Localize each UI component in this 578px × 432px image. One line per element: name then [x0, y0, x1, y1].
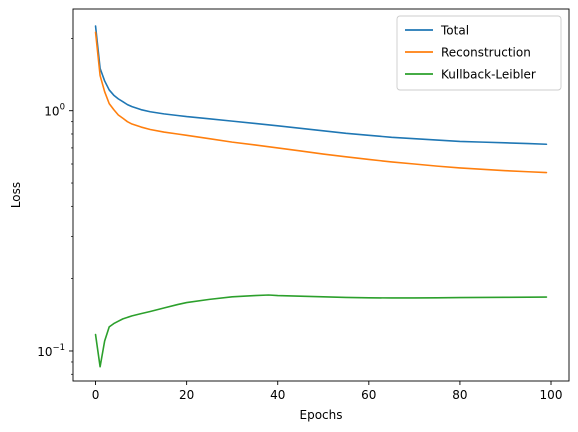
x-tick-label: 0: [92, 388, 100, 402]
y-tick-label: 100: [44, 103, 65, 119]
legend-label-kullback-leibler: Kullback-Leibler: [441, 68, 536, 82]
x-tick-label: 40: [270, 388, 285, 402]
series-group: [94, 25, 548, 368]
legend: Total Reconstruction Kullback-Leibler: [396, 15, 562, 91]
plot-frame: [72, 8, 570, 382]
series-line-kullback-leibler: [94, 294, 548, 368]
legend-box: [396, 15, 562, 91]
legend-label-total: Total: [440, 24, 469, 38]
y-tick-label: 10−1: [37, 343, 65, 359]
x-tick-label: 20: [179, 388, 194, 402]
y-axis-label: Loss: [9, 182, 23, 208]
x-axis-label: Epochs: [300, 408, 343, 422]
legend-label-reconstruction: Reconstruction: [441, 46, 531, 60]
series-line-total: [94, 25, 548, 146]
x-tick-label: 80: [452, 388, 467, 402]
x-tick-label: 60: [361, 388, 376, 402]
series-line-reconstruction: [94, 31, 548, 174]
x-tick-label: 100: [540, 388, 563, 402]
